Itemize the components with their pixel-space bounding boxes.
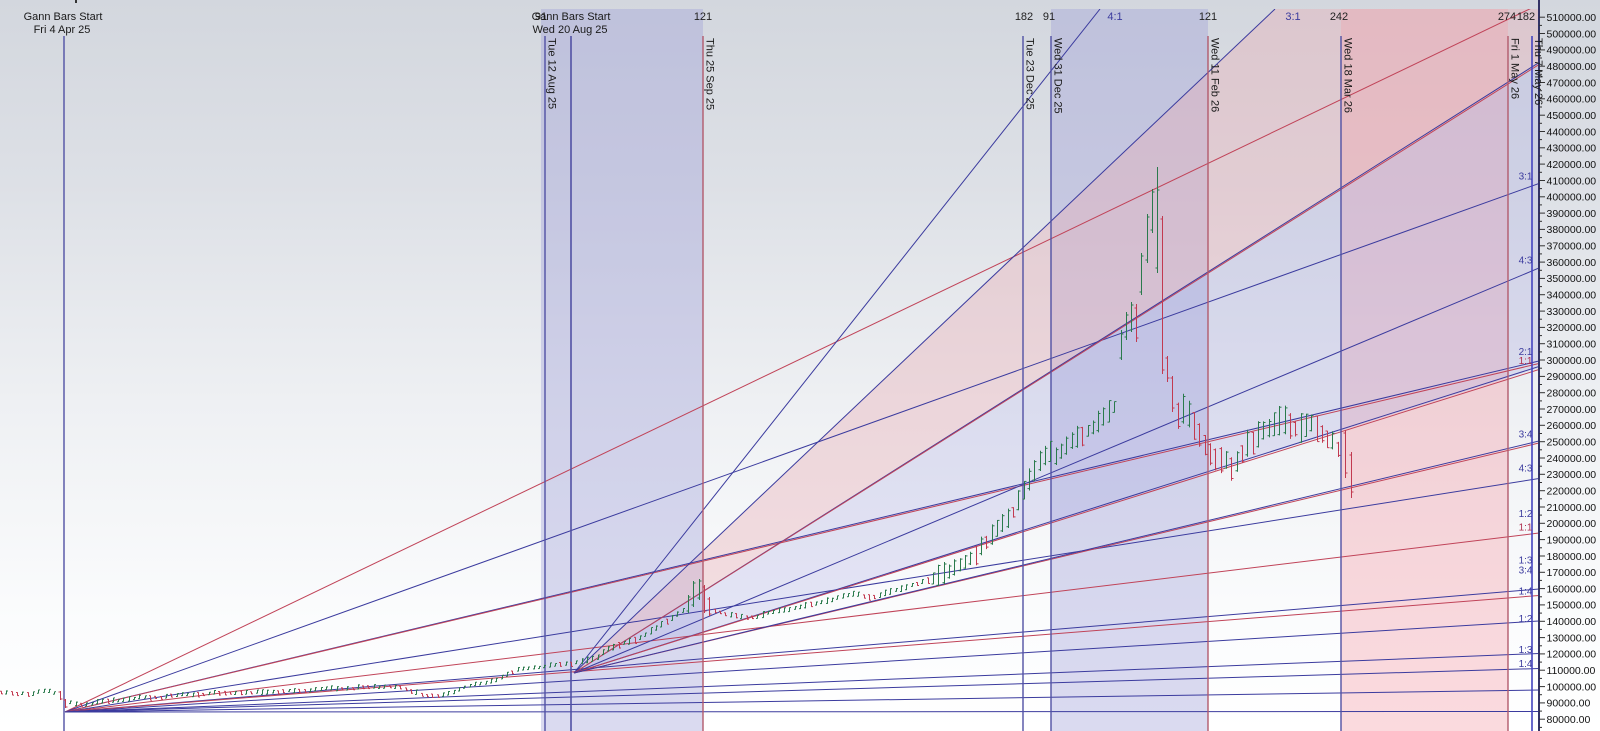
svg-text:3:4: 3:4 bbox=[1519, 566, 1533, 577]
svg-text:370000.00: 370000.00 bbox=[1547, 241, 1597, 253]
svg-text:470000.00: 470000.00 bbox=[1547, 77, 1597, 89]
svg-text:130000.00: 130000.00 bbox=[1547, 632, 1597, 644]
svg-text:Thu 25 Sep 25: Thu 25 Sep 25 bbox=[704, 38, 716, 110]
svg-text:3:1: 3:1 bbox=[1519, 172, 1533, 183]
svg-text:Wed 20 Aug 25: Wed 20 Aug 25 bbox=[532, 24, 607, 36]
svg-text:480000.00: 480000.00 bbox=[1547, 61, 1597, 73]
svg-text:280000.00: 280000.00 bbox=[1547, 388, 1597, 400]
svg-text:Wed 18 Mar 26: Wed 18 Mar 26 bbox=[1342, 38, 1354, 113]
svg-text:190000.00: 190000.00 bbox=[1547, 534, 1597, 546]
svg-text:460000.00: 460000.00 bbox=[1547, 94, 1597, 106]
svg-text:Wed 11 Feb 26: Wed 11 Feb 26 bbox=[1209, 38, 1221, 112]
svg-text:310000.00: 310000.00 bbox=[1547, 339, 1597, 351]
svg-text:Thu 7 May 26: Thu 7 May 26 bbox=[1532, 38, 1544, 105]
svg-text:330000.00: 330000.00 bbox=[1547, 306, 1597, 318]
svg-text:Tue 23 Dec 25: Tue 23 Dec 25 bbox=[1024, 38, 1036, 110]
svg-text:450000.00: 450000.00 bbox=[1547, 110, 1597, 122]
svg-text:1:2: 1:2 bbox=[1519, 509, 1533, 520]
svg-text:150000.00: 150000.00 bbox=[1547, 600, 1597, 612]
svg-text:180000.00: 180000.00 bbox=[1547, 551, 1597, 563]
svg-text:Tue 12 Aug 25: Tue 12 Aug 25 bbox=[546, 38, 558, 109]
svg-text:300000.00: 300000.00 bbox=[1547, 355, 1597, 367]
svg-text:Fri 1 May 26: Fri 1 May 26 bbox=[1509, 38, 1521, 99]
svg-text:1:4: 1:4 bbox=[1519, 659, 1533, 670]
svg-text:3:1: 3:1 bbox=[1285, 11, 1300, 23]
svg-text:290000.00: 290000.00 bbox=[1547, 371, 1597, 383]
svg-text:240000.00: 240000.00 bbox=[1547, 453, 1597, 465]
svg-text:1:3: 1:3 bbox=[1519, 556, 1533, 567]
svg-text:100000.00: 100000.00 bbox=[1547, 681, 1597, 693]
svg-text:Gann Bars Start: Gann Bars Start bbox=[24, 11, 103, 23]
svg-text:380000.00: 380000.00 bbox=[1547, 224, 1597, 236]
svg-text:140000.00: 140000.00 bbox=[1547, 616, 1597, 628]
svg-text:490000.00: 490000.00 bbox=[1547, 45, 1597, 57]
svg-text:320000.00: 320000.00 bbox=[1547, 322, 1597, 334]
svg-text:4:3: 4:3 bbox=[1519, 256, 1533, 267]
svg-text:220000.00: 220000.00 bbox=[1547, 486, 1597, 498]
svg-text:182: 182 bbox=[1015, 11, 1033, 23]
svg-text:430000.00: 430000.00 bbox=[1547, 143, 1597, 155]
svg-text:210000.00: 210000.00 bbox=[1547, 502, 1597, 514]
svg-text:1:4: 1:4 bbox=[1519, 587, 1533, 598]
svg-text:160000.00: 160000.00 bbox=[1547, 583, 1597, 595]
svg-text:350000.00: 350000.00 bbox=[1547, 273, 1597, 285]
svg-text:510000.00: 510000.00 bbox=[1547, 12, 1597, 24]
svg-text:Wed 31 Dec 25: Wed 31 Dec 25 bbox=[1052, 38, 1064, 114]
svg-text:Fri 4 Apr 25: Fri 4 Apr 25 bbox=[34, 24, 91, 36]
svg-text:410000.00: 410000.00 bbox=[1547, 175, 1597, 187]
svg-text:110000.00: 110000.00 bbox=[1547, 665, 1596, 677]
svg-text:420000.00: 420000.00 bbox=[1547, 159, 1597, 171]
svg-text:1:3: 1:3 bbox=[1519, 645, 1533, 656]
svg-text:2:1: 2:1 bbox=[1519, 347, 1533, 358]
svg-text:400000.00: 400000.00 bbox=[1547, 192, 1597, 204]
svg-text:170000.00: 170000.00 bbox=[1547, 567, 1597, 579]
svg-text:Gann Bars Start: Gann Bars Start bbox=[532, 11, 611, 23]
svg-text:91: 91 bbox=[1043, 11, 1055, 23]
svg-text:121: 121 bbox=[1199, 11, 1217, 23]
svg-text:242: 242 bbox=[1330, 11, 1348, 23]
svg-text:3:4: 3:4 bbox=[1519, 430, 1533, 441]
svg-text:340000.00: 340000.00 bbox=[1547, 290, 1597, 302]
svg-text:91: 91 bbox=[535, 11, 547, 23]
svg-text:360000.00: 360000.00 bbox=[1547, 257, 1597, 269]
svg-text:274: 274 bbox=[1498, 11, 1516, 23]
svg-text:440000.00: 440000.00 bbox=[1547, 126, 1597, 138]
svg-text:4:3: 4:3 bbox=[1519, 464, 1533, 475]
svg-text:250000.00: 250000.00 bbox=[1547, 437, 1597, 449]
svg-text:182: 182 bbox=[1517, 11, 1535, 23]
svg-text:200000.00: 200000.00 bbox=[1547, 518, 1597, 530]
svg-text:80000.00: 80000.00 bbox=[1547, 714, 1591, 726]
svg-text:121: 121 bbox=[694, 11, 712, 23]
svg-text:500000.00: 500000.00 bbox=[1547, 28, 1597, 40]
svg-text:120000.00: 120000.00 bbox=[1547, 649, 1597, 661]
svg-text:4:1: 4:1 bbox=[1107, 11, 1122, 23]
svg-text:1:1: 1:1 bbox=[1519, 356, 1533, 367]
svg-text:1:1: 1:1 bbox=[1519, 523, 1533, 534]
svg-text:270000.00: 270000.00 bbox=[1547, 404, 1597, 416]
svg-text:390000.00: 390000.00 bbox=[1547, 208, 1597, 220]
svg-text:260000.00: 260000.00 bbox=[1547, 420, 1597, 432]
svg-text:1:2: 1:2 bbox=[1519, 614, 1533, 625]
svg-text:90000.00: 90000.00 bbox=[1547, 698, 1591, 710]
svg-text:230000.00: 230000.00 bbox=[1547, 469, 1597, 481]
